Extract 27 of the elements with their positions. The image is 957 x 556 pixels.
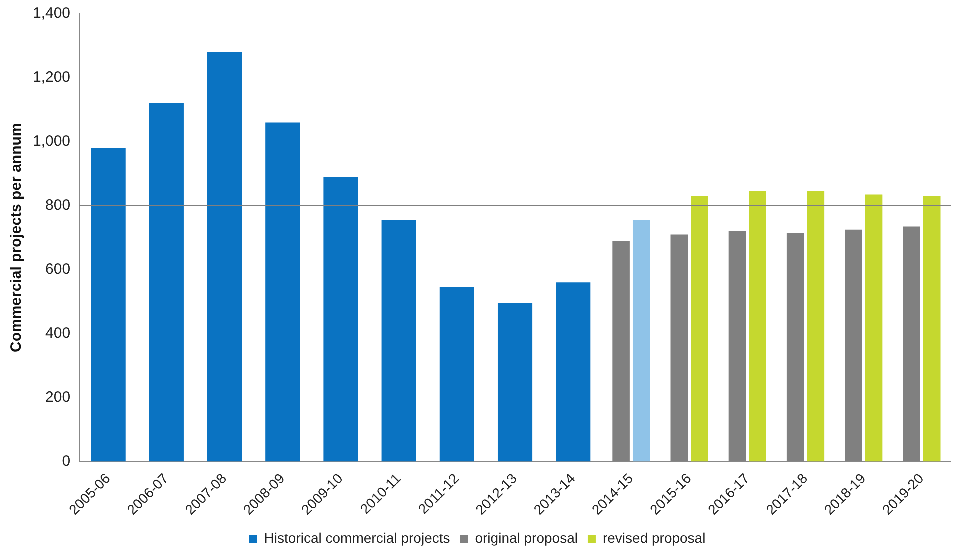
bar bbox=[923, 196, 941, 462]
y-tick-label: 800 bbox=[46, 197, 71, 214]
bar bbox=[807, 192, 825, 462]
y-tick-label: 600 bbox=[46, 261, 71, 278]
bar bbox=[266, 122, 300, 462]
y-tick-label: 1,200 bbox=[32, 69, 71, 86]
bar bbox=[382, 220, 416, 462]
bar bbox=[207, 52, 242, 462]
y-tick-label: 1,400 bbox=[32, 5, 71, 22]
legend-label: original proposal bbox=[475, 530, 578, 546]
legend-label: revised proposal bbox=[602, 530, 706, 546]
legend-label: Historical commercial projects bbox=[264, 530, 450, 546]
y-tick-label: 400 bbox=[46, 324, 71, 342]
bar bbox=[91, 148, 126, 462]
y-tick-label: 0 bbox=[62, 452, 71, 470]
y-tick-label: 200 bbox=[46, 388, 71, 406]
bar bbox=[749, 192, 766, 462]
bar bbox=[865, 194, 883, 462]
bar bbox=[149, 104, 184, 462]
bar bbox=[440, 287, 474, 462]
bar bbox=[691, 196, 708, 462]
bar bbox=[556, 282, 591, 462]
bar bbox=[324, 177, 358, 462]
y-axis-title: Commercial projects per annum bbox=[8, 123, 26, 353]
bar bbox=[632, 220, 650, 462]
bar bbox=[498, 303, 533, 462]
y-tick-label: 1,000 bbox=[32, 133, 71, 150]
